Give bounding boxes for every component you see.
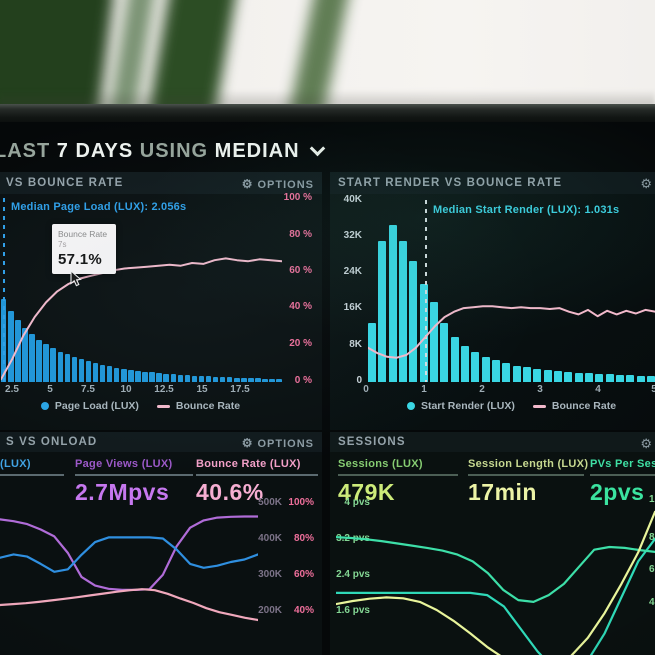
y-axis-label: 60% <box>293 569 314 580</box>
y-axis-label: 20 % <box>289 338 312 349</box>
y-axis-label: 100 % <box>283 192 312 203</box>
bounce-rate-line <box>1 257 282 381</box>
x-axis-tick: 3 <box>537 384 543 395</box>
y-axis-label: 40 % <box>289 301 312 312</box>
dashboard-screen: LAST 7 DAYS USING MEDIAN VS BOUNCE RATE … <box>0 122 655 655</box>
y-axis-label: 80% <box>293 533 314 544</box>
gear-icon[interactable]: ⚙ <box>640 436 652 451</box>
metric-underline <box>196 474 318 476</box>
x-axis-tick: 2 <box>479 384 485 395</box>
metric-underline <box>338 474 458 476</box>
panel-title: S VS ONLOAD <box>6 436 98 448</box>
metric-label: Page Views (LUX) <box>75 458 173 470</box>
legend-item[interactable]: Start Render (LUX) <box>406 400 515 412</box>
legend-swatch <box>156 404 170 408</box>
legend-item[interactable]: Bounce Rate <box>532 400 616 412</box>
chevron-down-icon <box>309 140 325 157</box>
monitor-bezel <box>0 104 655 124</box>
x-axis-tick: 7.5 <box>81 384 95 395</box>
panel-header: START RENDER VS BOUNCE RATE ⚙ <box>330 172 655 194</box>
time-range-dropdown[interactable]: LAST 7 DAYS USING MEDIAN <box>0 140 325 163</box>
legend-swatch <box>406 402 415 410</box>
x-axis-tick: 17.5 <box>230 384 250 395</box>
x-axis-tick: 5 <box>651 384 655 395</box>
metric-label: Session Length (LUX) <box>468 458 589 470</box>
panel-sessions: SESSIONS ⚙ Sessions (LUX) 479K Session L… <box>330 432 655 655</box>
metric-label: (LUX) <box>0 458 31 470</box>
metric-underline <box>468 474 584 476</box>
metric-underline <box>590 474 655 476</box>
y-axis-label: 24K <box>343 266 362 277</box>
y-axis-label: 0 % <box>294 375 312 386</box>
y-axis-label: 200K <box>258 605 282 616</box>
y-axis-label: 40K <box>343 194 362 205</box>
y-axis-label: 16K <box>343 302 362 313</box>
panel-page-load-vs-bounce-rate: VS BOUNCE RATE ⚙ OPTIONS 100 % 80 % 60 % … <box>0 172 322 430</box>
title-prefix: LAST <box>0 140 51 162</box>
gear-icon: ⚙ <box>241 436 254 450</box>
tooltip-value: 57.1% <box>58 251 103 268</box>
panel-title: START RENDER VS BOUNCE RATE <box>338 177 563 189</box>
panel-vs-onload: S VS ONLOAD ⚙ OPTIONS (LUX) Page Views (L… <box>0 432 322 655</box>
chart-legend: Page Load (LUX) Bounce Rate <box>0 400 281 412</box>
bezel-shadow <box>0 90 655 106</box>
title-median: MEDIAN <box>214 140 300 162</box>
legend-swatch <box>40 402 49 410</box>
photo-background <box>0 0 655 106</box>
panel-header: S VS ONLOAD ⚙ OPTIONS <box>0 432 322 452</box>
metric-page-views: Page Views (LUX) 2.7Mpvs <box>75 458 193 506</box>
x-axis-tick: 0 <box>363 384 369 395</box>
y-axis-label: 300K <box>258 569 282 580</box>
panel-header: SESSIONS ⚙ <box>330 432 655 452</box>
y-axis-label: 40% <box>293 605 314 616</box>
metric-pvs-per-session: PVs Per Session 2pvs <box>590 458 655 506</box>
panel-title: VS BOUNCE RATE <box>6 177 124 189</box>
y-axis-label: 80 % <box>289 229 312 240</box>
bounce-rate-line <box>368 305 655 359</box>
y-axis-label: 100% <box>288 497 314 508</box>
metric-underline <box>75 474 193 476</box>
chart-legend: Start Render (LUX) Bounce Rate <box>368 400 655 412</box>
options-button[interactable]: ⚙ OPTIONS <box>241 177 314 191</box>
x-axis-tick: 10 <box>120 384 132 395</box>
y-axis-label: 500K <box>258 497 282 508</box>
x-axis-tick: 1 <box>421 384 427 395</box>
sessions-trend-chart[interactable] <box>336 502 655 655</box>
metric-onload: (LUX) <box>0 458 64 476</box>
panel-title: SESSIONS <box>338 436 406 448</box>
gear-icon: ⚙ <box>241 177 254 191</box>
x-axis-tick: 12.5 <box>154 384 174 395</box>
tooltip: Bounce Rate 7s 57.1% <box>52 224 116 274</box>
onload-trend-chart[interactable] <box>0 502 258 655</box>
options-button[interactable]: ⚙ OPTIONS <box>241 436 314 450</box>
legend-item[interactable]: Page Load (LUX) <box>40 400 139 412</box>
metric-label: PVs Per Session <box>590 458 655 470</box>
metric-session-length: Session Length (LUX) 17min <box>468 458 589 506</box>
y-axis-label: 60 % <box>289 265 312 276</box>
x-axis-tick: 15 <box>196 384 208 395</box>
metric-underline <box>0 474 64 476</box>
gear-icon[interactable]: ⚙ <box>640 176 652 191</box>
tooltip-subtitle: 7s <box>58 240 67 249</box>
y-axis-label: 8K <box>349 339 362 350</box>
x-axis-tick: 4 <box>595 384 601 395</box>
metric-label: Bounce Rate (LUX) <box>196 458 301 470</box>
y-axis-label: 400K <box>258 533 282 544</box>
mouse-cursor-icon <box>70 271 82 287</box>
panel-header: VS BOUNCE RATE ⚙ OPTIONS <box>0 172 322 194</box>
legend-item[interactable]: Bounce Rate <box>156 400 240 412</box>
x-axis-tick: 2.5 <box>5 384 19 395</box>
title-using: USING <box>139 140 209 162</box>
x-axis-tick: 5 <box>47 384 53 395</box>
metric-label: Sessions (LUX) <box>338 458 423 470</box>
y-axis-label: 32K <box>343 230 362 241</box>
legend-swatch <box>532 404 546 408</box>
tooltip-title: Bounce Rate <box>58 229 108 239</box>
panel-start-render-vs-bounce-rate: START RENDER VS BOUNCE RATE ⚙ 40K 32K 24… <box>330 172 655 430</box>
title-days: 7 DAYS <box>56 140 134 162</box>
